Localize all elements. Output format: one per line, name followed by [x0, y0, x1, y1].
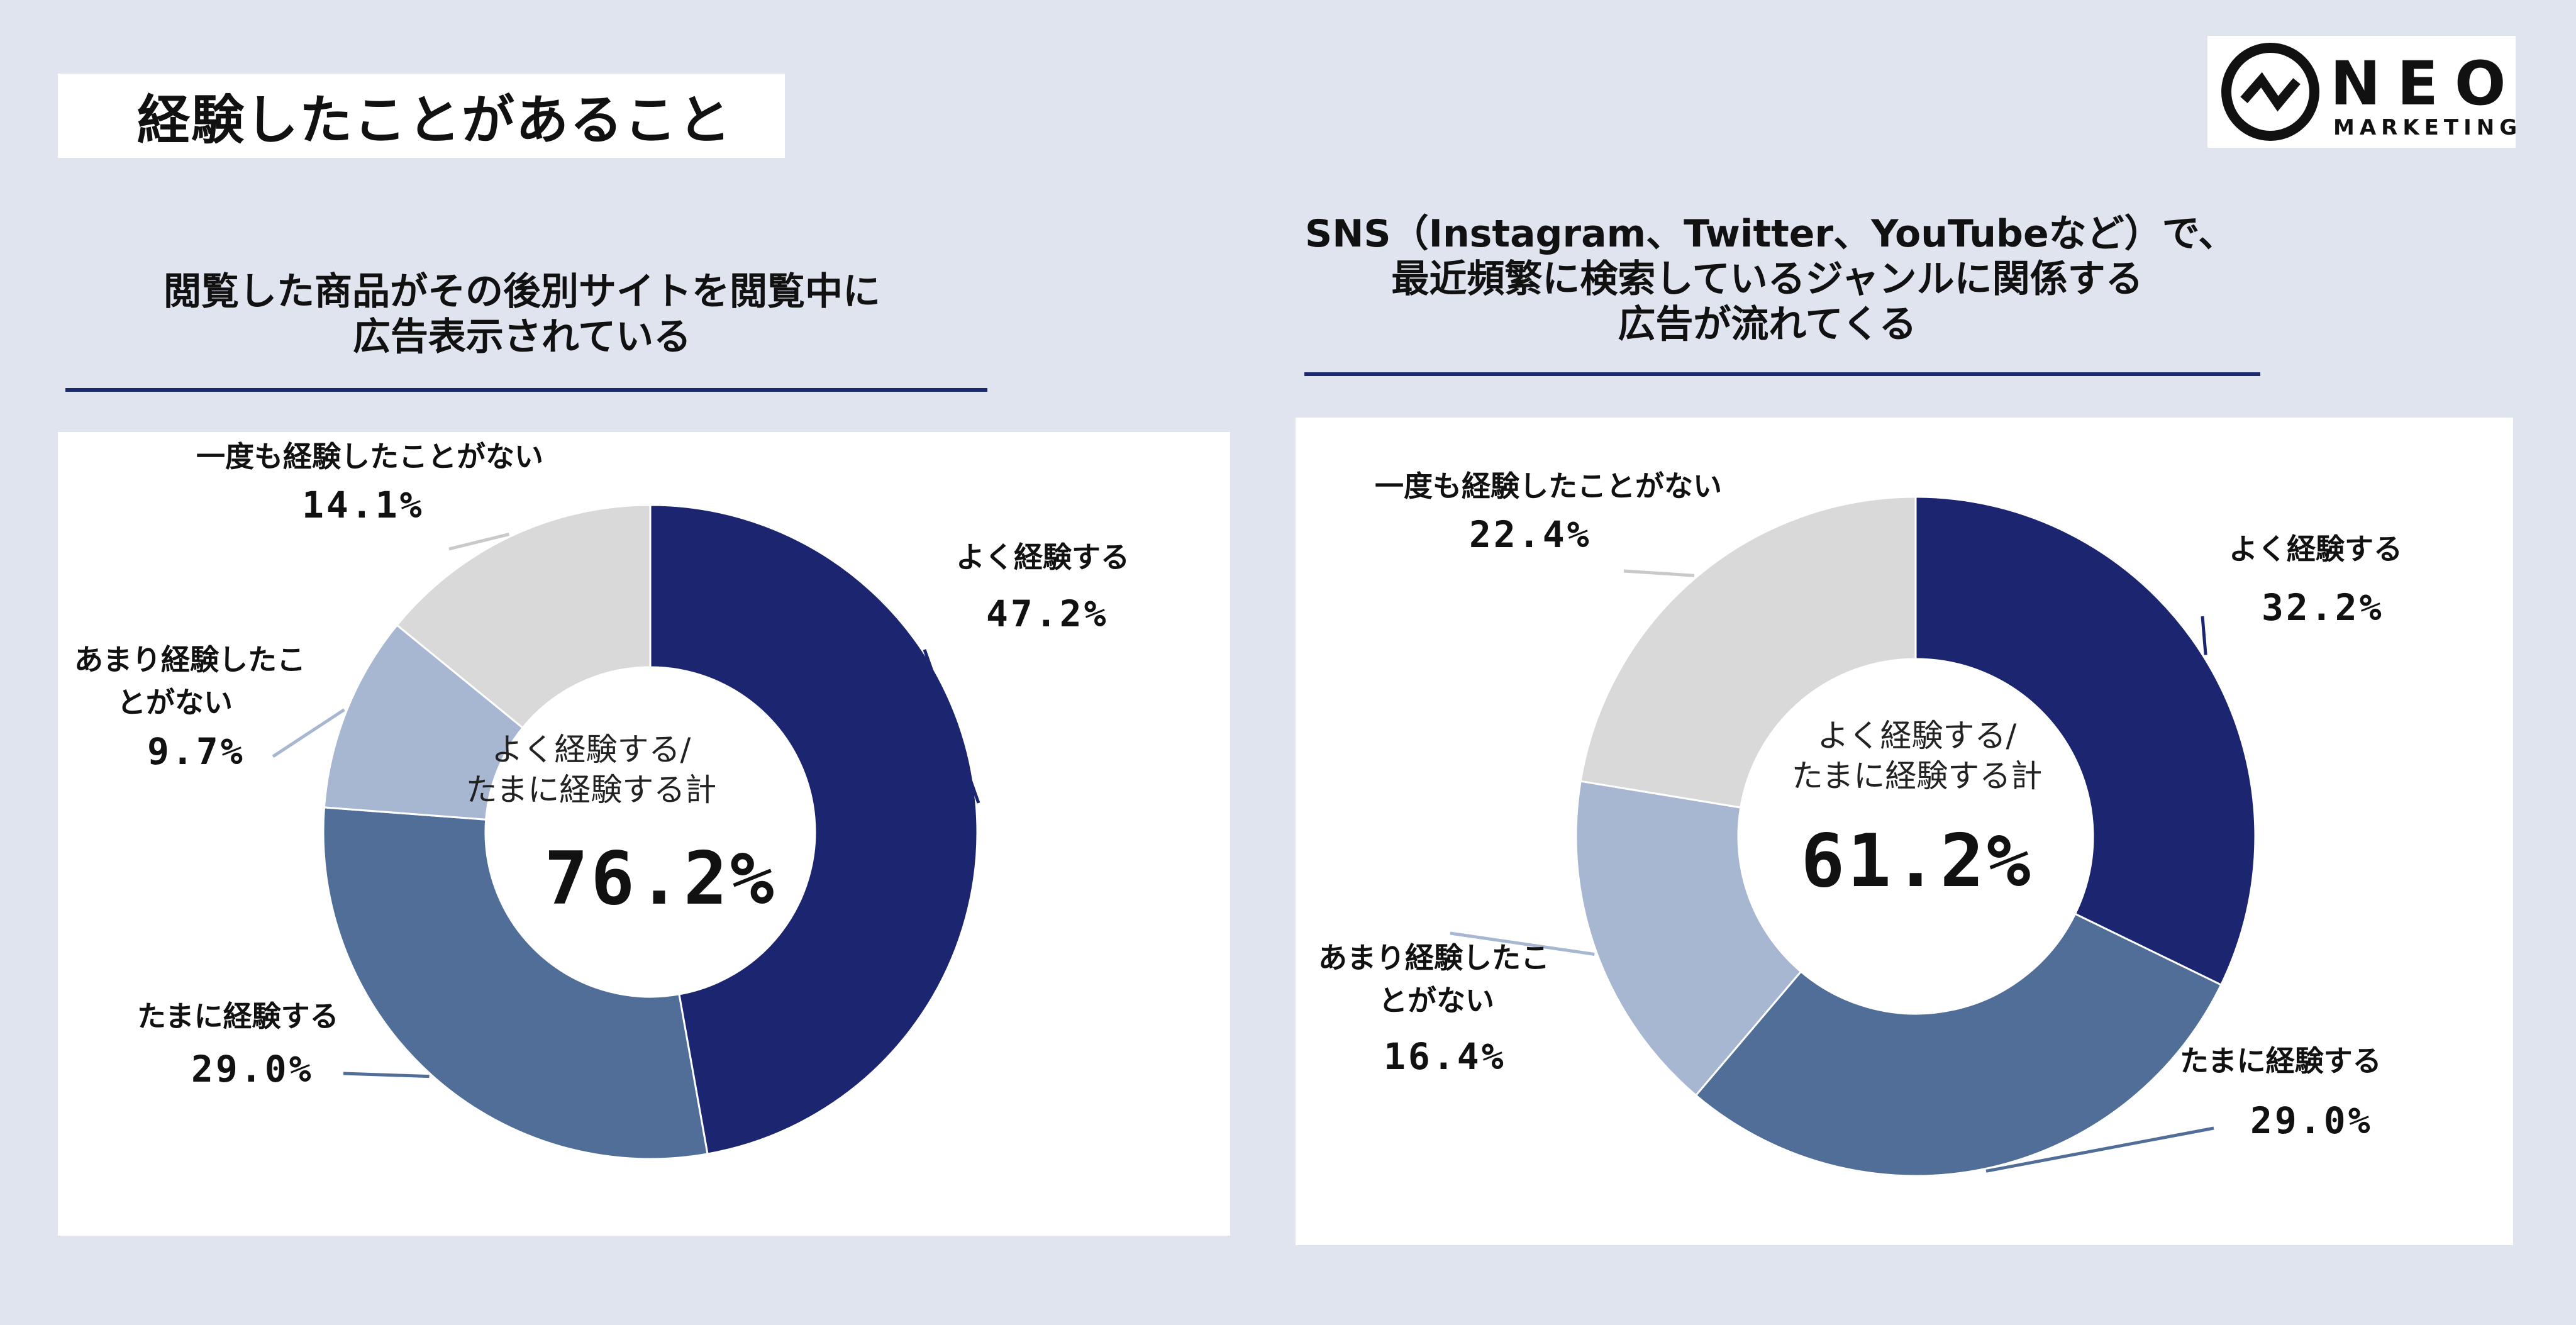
chart1-leader-rarely [272, 708, 345, 758]
chart1-label-rarely-line1: あまり経験したこ [74, 643, 306, 677]
chart1-value-never: 14.1% [302, 484, 425, 526]
logo: NEO MARKETING [2207, 36, 2517, 148]
chart2-value-rarely: 16.4% [1384, 1035, 1506, 1078]
chart1-center-label: よく経験する/ たまに経験する計 [465, 729, 717, 810]
chart2-title-line2: 最近頻繁に検索しているジャンルに関係する [1391, 257, 2143, 301]
chart2-center-value: 61.2% [1801, 819, 2033, 904]
chart2-leader-never [1623, 569, 1695, 577]
chart1-value-sometimes: 29.0% [191, 1048, 314, 1090]
page-title: 経験したことがあること [137, 89, 733, 151]
chart1-value-often: 47.2% [986, 592, 1109, 635]
chart2-slice-rarely [1575, 780, 1802, 1097]
page-title-box: 経験したことがあること [58, 74, 785, 158]
chart1-center-line2: たまに経験する計 [465, 772, 717, 808]
chart2-label-sometimes: たまに経験する [2180, 1044, 2382, 1078]
chart1-slice-rarely [323, 623, 525, 821]
chart1-leader-often [923, 649, 980, 804]
chart1-title-line2: 広告表示されている [352, 315, 692, 359]
chart2-title-line3: 広告が流れてくる [1618, 302, 1917, 346]
chart2-title-line1: SNS（Instagram、Twitter、YouTubeなど）で、 [1305, 212, 2236, 256]
chart2-leader-sometimes [1985, 1126, 2214, 1173]
chart2-leader-often [2201, 616, 2207, 655]
chart2-value-sometimes: 29.0% [2250, 1099, 2373, 1142]
chart2-label-often: よく経験する [2229, 532, 2402, 566]
chart2-slice-never [1579, 496, 1917, 809]
chart2-label-rarely-line2: とがない [1379, 984, 1494, 1017]
chart2-center-line1: よく経験する/ [1817, 718, 2017, 754]
chart1-value-rarely: 9.7% [147, 730, 245, 773]
chart1-title-line1: 閲覧した商品がその後別サイトを閲覧中に [164, 270, 880, 314]
logo-mark-icon [2221, 43, 2319, 141]
chart2-label-never: 一度も経験したことがない [1375, 469, 1722, 503]
chart1-panel: 一度も経験したことがない 14.1% よく経験する 47.2% あまり経験したこ… [58, 432, 1230, 1236]
chart2-title: SNS（Instagram、Twitter、YouTubeなど）で、 最近頻繁に… [1305, 211, 2236, 347]
chart2-leader-rarely [1450, 931, 1595, 956]
chart2-slice-often [1914, 496, 2257, 987]
chart1-leader-never [448, 533, 509, 551]
chart1-rule [65, 388, 987, 392]
chart2-center-line2: たまに経験する計 [1791, 758, 2043, 794]
chart2-center-label: よく経験する/ たまに経験する計 [1785, 716, 2049, 796]
chart1-label-rarely-line2: とがない [117, 685, 233, 719]
chart1-title: 閲覧した商品がその後別サイトを閲覧中に 広告表示されている [63, 269, 981, 360]
chart1-slice-sometimes [322, 806, 709, 1160]
chart2-value-often: 32.2% [2262, 586, 2384, 629]
chart1-center-value: 76.2% [544, 836, 777, 921]
chart2-slice-sometimes [1694, 912, 2223, 1177]
chart1-center-line1: よく経験する/ [491, 731, 691, 768]
chart1-slice-often [649, 504, 979, 1155]
chart1-leader-sometimes [343, 1072, 430, 1078]
chart1-label-sometimes: たまに経験する [137, 999, 339, 1033]
logo-word: NEO [2330, 48, 2523, 119]
chart2-svg [1450, 496, 2257, 1177]
chart2-rule [1304, 372, 2260, 376]
chart1-label-often: よく経験する [956, 540, 1130, 574]
chart1-label-never: 一度も経験したことがない [196, 440, 543, 474]
logo-sub: MARKETING [2333, 115, 2523, 140]
chart2-panel: 一度も経験したことがない 22.4% よく経験する 32.2% あまり経験したこ… [1296, 418, 2513, 1245]
chart2-label-rarely-line1: あまり経験したこ [1318, 941, 1550, 975]
chart1-svg [272, 504, 980, 1160]
chart2-value-never: 22.4% [1469, 513, 1592, 556]
chart1-slice-never [396, 504, 652, 729]
